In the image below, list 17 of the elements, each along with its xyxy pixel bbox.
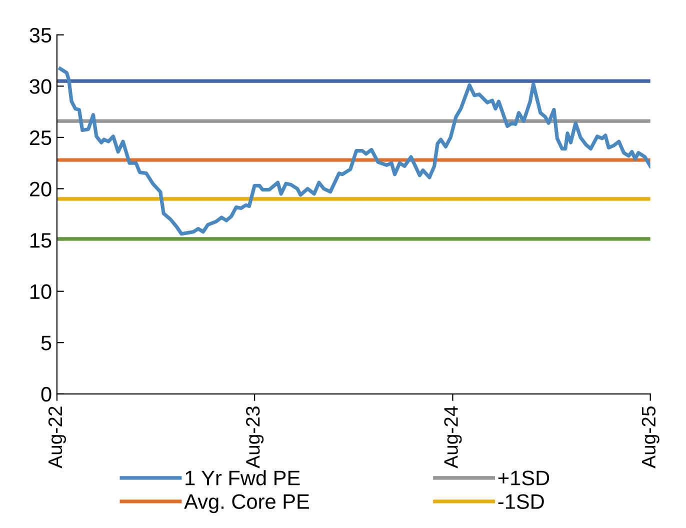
x-tick-label: Aug-23: [246, 406, 264, 468]
legend-label: 1 Yr Fwd PE: [186, 470, 300, 486]
y-tick-label: 0: [41, 386, 52, 402]
x-tick-label: Aug-25: [642, 406, 660, 468]
legend-label: +1SD: [498, 470, 550, 486]
legend-label: Avg. Core PE: [184, 494, 310, 514]
y-tick-label: 10: [30, 284, 52, 300]
y-tick-label: 25: [30, 130, 52, 146]
line-series: [58, 66, 650, 236]
y-tick-label: 15: [30, 233, 52, 248]
y-tick-label: 20: [30, 182, 52, 196]
y-tick-label: 35: [30, 28, 52, 43]
x-tick-label: Aug-22: [48, 406, 66, 468]
legend-label: -1SD: [498, 494, 544, 509]
x-tick-label: Aug-24: [444, 406, 462, 468]
y-tick-label: 30: [30, 79, 52, 94]
y-tick-label: 5: [41, 336, 52, 350]
